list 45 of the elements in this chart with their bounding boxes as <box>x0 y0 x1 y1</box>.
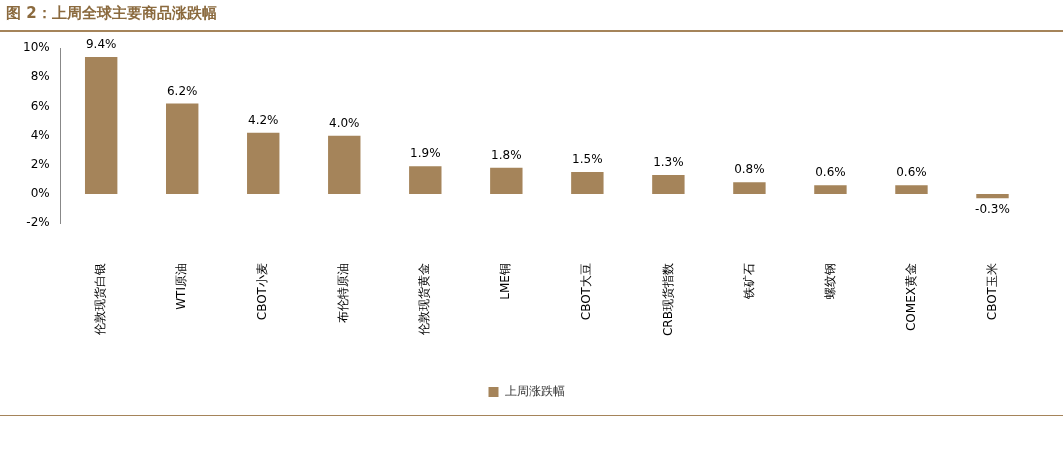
bar <box>895 185 928 194</box>
data-label: 6.2% <box>166 83 198 98</box>
x-tick-label: 铁矿石 <box>741 263 756 301</box>
data-label: -0.3% <box>975 202 1010 217</box>
bar <box>166 103 199 194</box>
bar <box>84 56 118 194</box>
x-tick-label: 伦敦现货黄金 <box>417 263 432 336</box>
legend-label: 上周涨跌幅 <box>504 384 565 399</box>
data-label: 9.4% <box>85 37 117 52</box>
bar <box>733 182 766 194</box>
x-tick-label: 伦敦现货白银 <box>93 263 108 336</box>
data-label: 4.2% <box>247 112 279 127</box>
x-tick-label: CBOT大豆 <box>579 263 594 321</box>
y-tick-label: 0% <box>30 186 50 201</box>
data-label: 1.8% <box>491 147 522 162</box>
y-tick-label: 6% <box>30 98 50 113</box>
x-tick-label: WTI原油 <box>174 263 189 310</box>
data-label: 1.9% <box>410 146 441 161</box>
data-label: 4.0% <box>329 115 360 130</box>
bar <box>328 135 361 194</box>
bar <box>976 193 1009 199</box>
x-tick-label: CRB现货指数 <box>660 263 675 336</box>
y-tick-label: 4% <box>30 127 50 142</box>
data-label: 0.6% <box>896 165 927 180</box>
bar <box>571 172 604 194</box>
data-label: 0.8% <box>734 162 765 177</box>
bar <box>409 166 442 194</box>
x-tick-label: 布伦特原油 <box>336 263 351 324</box>
x-tick-label: 螺纹钢 <box>822 263 837 300</box>
bar <box>814 185 847 194</box>
bar <box>490 167 523 194</box>
y-tick-label: 10% <box>23 40 50 55</box>
data-label: 1.5% <box>572 152 603 167</box>
bar <box>247 132 280 194</box>
x-tick-label: CBOT小麦 <box>255 263 270 321</box>
x-tick-label: LME铜 <box>498 263 513 300</box>
data-label: 0.6% <box>815 165 846 180</box>
y-tick-label: 8% <box>30 69 50 84</box>
y-tick-label: -2% <box>26 215 50 230</box>
chart-title: 图 2：上周全球主要商品涨跌幅 <box>6 4 217 23</box>
x-tick-label: CBOT玉米 <box>984 263 999 321</box>
data-label: 1.3% <box>653 155 684 170</box>
x-tick-label: COMEX黄金 <box>903 263 918 332</box>
bar <box>652 174 685 194</box>
y-tick-label: 2% <box>30 156 50 171</box>
